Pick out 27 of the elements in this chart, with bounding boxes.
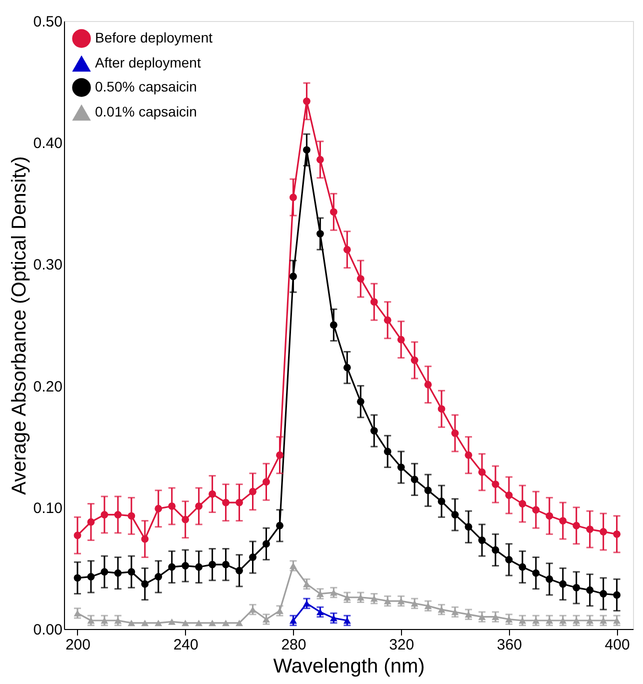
y-tick-label: 0.50 [33, 14, 62, 30]
point [128, 620, 136, 626]
point [222, 620, 230, 626]
x-tick-label: 360 [496, 636, 522, 654]
y-tick-label: 0.10 [33, 500, 62, 517]
y-axis-title: Average Absorbance (Optical Density) [8, 156, 30, 495]
y-tick-label: 0.30 [33, 256, 62, 274]
legend-label: 0.50% capsaicin [95, 78, 197, 94]
x-tick-label: 320 [389, 636, 414, 654]
x-tick-label: 280 [281, 636, 306, 654]
point [141, 620, 149, 626]
point [182, 620, 190, 626]
point [168, 618, 176, 625]
point [208, 620, 216, 626]
x-tick-label: 240 [173, 636, 198, 654]
y-tick-label: 0.40 [33, 135, 62, 152]
legend-label: Before deployment [95, 30, 213, 46]
x-tick-label: 200 [65, 636, 90, 654]
x-axis-title: Wavelength (nm) [273, 656, 425, 678]
point [236, 620, 243, 626]
point [154, 620, 162, 626]
point [195, 620, 203, 626]
legend-label: After deployment [95, 54, 201, 70]
y-tick-label: 0.00 [33, 622, 62, 638]
y-tick-label: 0.20 [33, 378, 62, 396]
x-tick-label: 400 [604, 636, 630, 654]
legend-label: 0.01% capsaicin [95, 104, 197, 120]
